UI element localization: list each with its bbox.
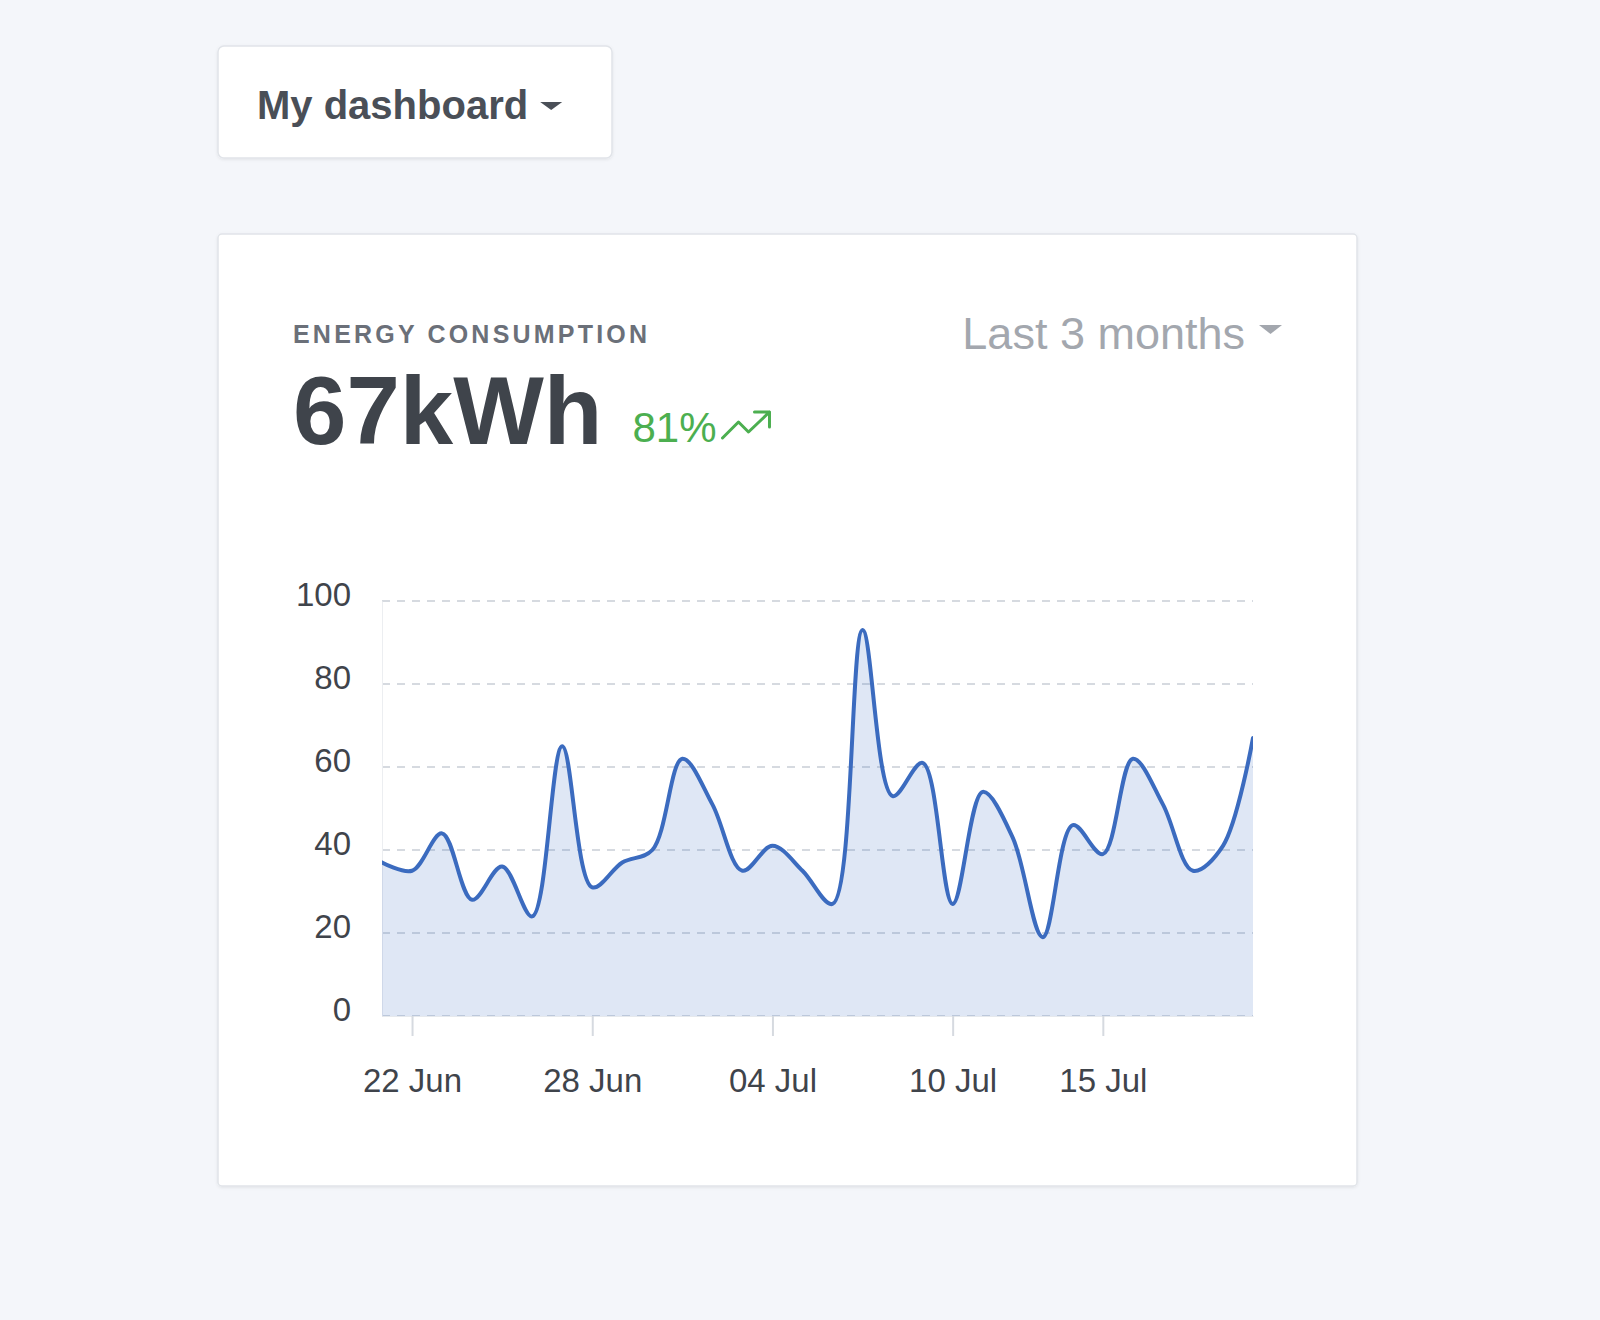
tick-label: 22 Jun <box>363 1062 462 1099</box>
tick-label: 40 <box>314 825 351 862</box>
chart-title: ENERGY CONSUMPTION <box>293 320 650 348</box>
tick-mark <box>952 1016 954 1036</box>
tick-label: 100 <box>296 576 351 613</box>
menu-caret[interactable] <box>540 102 562 110</box>
tick-label: 60 <box>314 742 351 779</box>
y-tick: 40 <box>314 825 382 862</box>
tick-mark <box>412 1016 414 1036</box>
period-caret[interactable] <box>1259 325 1282 334</box>
tick-mark <box>772 1016 774 1036</box>
x-tick: 22 Jun <box>363 1016 462 1099</box>
line <box>382 630 1253 937</box>
x-tick: 04 Jul <box>729 1016 817 1099</box>
dashboard-menu[interactable]: My dashboard <box>218 46 612 158</box>
tick-label: 20 <box>314 908 351 945</box>
y-axis: 0 20 40 60 80 100 <box>296 576 383 1028</box>
period-label[interactable]: Last 3 months <box>962 308 1245 359</box>
y-tick: 0 <box>333 991 382 1028</box>
plot <box>382 630 1253 1016</box>
y-tick: 20 <box>314 908 382 945</box>
trend-icon <box>722 412 769 438</box>
tick-mark <box>592 1016 594 1036</box>
area <box>382 630 1253 1016</box>
card <box>218 234 1357 1186</box>
x-tick: 10 Jul <box>909 1016 997 1099</box>
tick-label: 04 Jul <box>729 1062 817 1099</box>
tick-label: 15 Jul <box>1059 1062 1147 1099</box>
menu-label[interactable]: My dashboard <box>257 83 528 127</box>
grid <box>382 601 1253 1016</box>
period-selector[interactable]: Last 3 months <box>962 308 1282 359</box>
page: My dashboard ENERGY CONSUMPTION 67kWh 81% La… <box>0 0 1600 1320</box>
tick-label: 10 Jul <box>909 1062 997 1099</box>
tick-label: 80 <box>314 659 351 696</box>
tick-label: 0 <box>333 991 351 1028</box>
y-tick: 60 <box>314 742 382 779</box>
y-tick: 80 <box>314 659 382 696</box>
y-tick: 100 <box>296 576 382 613</box>
tick-label: 28 Jun <box>543 1062 642 1099</box>
grid-line <box>382 766 1253 768</box>
menu-box[interactable] <box>218 46 612 158</box>
x-axis: 22 Jun 28 Jun 04 Jul 10 Jul 15 Jul <box>363 1016 1254 1099</box>
change-value: 81% <box>632 404 716 451</box>
x-tick: 15 Jul <box>1059 1016 1147 1099</box>
axis-line <box>383 1016 1254 1017</box>
x-tick: 28 Jun <box>543 1016 642 1099</box>
grid-line <box>382 683 1253 685</box>
tick-mark <box>1102 1016 1104 1036</box>
grid-line <box>382 600 1253 602</box>
total-value: 67kWh <box>293 357 602 464</box>
